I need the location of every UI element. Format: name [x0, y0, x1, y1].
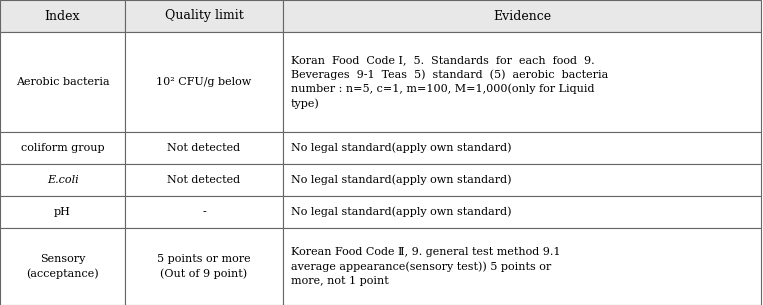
Text: Evidence: Evidence — [493, 9, 551, 23]
Text: coliform group: coliform group — [21, 143, 105, 153]
Bar — [0, 32, 125, 132]
Bar — [125, 196, 283, 228]
Bar — [125, 0, 283, 32]
Text: E.coli: E.coli — [47, 175, 79, 185]
Bar — [125, 32, 283, 132]
Bar — [125, 164, 283, 196]
Text: pH: pH — [54, 207, 71, 217]
Text: Koran  Food  Code Ⅰ,  5.  Standards  for  each  food  9.
Beverages  9-1  Teas  5: Koran Food Code Ⅰ, 5. Standards for each… — [291, 56, 608, 109]
Text: No legal standard(apply own standard): No legal standard(apply own standard) — [291, 175, 511, 185]
Bar — [283, 0, 761, 32]
Text: Not detected: Not detected — [167, 175, 240, 185]
Text: No legal standard(apply own standard): No legal standard(apply own standard) — [291, 207, 511, 217]
Bar — [0, 164, 125, 196]
Bar — [0, 0, 125, 32]
Bar — [283, 32, 761, 132]
Text: Not detected: Not detected — [167, 143, 240, 153]
Bar — [283, 164, 761, 196]
Bar — [125, 132, 283, 164]
Bar — [0, 132, 125, 164]
Bar — [283, 196, 761, 228]
Text: 10² CFU/g below: 10² CFU/g below — [156, 77, 252, 87]
Text: Quality limit: Quality limit — [165, 9, 243, 23]
Bar — [125, 228, 283, 305]
Text: Sensory
(acceptance): Sensory (acceptance) — [26, 254, 99, 279]
Text: Korean Food Code Ⅱ, 9. general test method 9.1
average appearance(sensory test)): Korean Food Code Ⅱ, 9. general test meth… — [291, 247, 561, 285]
Bar — [283, 132, 761, 164]
Text: Aerobic bacteria: Aerobic bacteria — [16, 77, 109, 87]
Text: 5 points or more
(Out of 9 point): 5 points or more (Out of 9 point) — [157, 254, 251, 279]
Bar — [0, 228, 125, 305]
Text: -: - — [202, 207, 206, 217]
Text: Index: Index — [45, 9, 80, 23]
Text: No legal standard(apply own standard): No legal standard(apply own standard) — [291, 143, 511, 153]
Bar — [0, 196, 125, 228]
Bar — [283, 228, 761, 305]
